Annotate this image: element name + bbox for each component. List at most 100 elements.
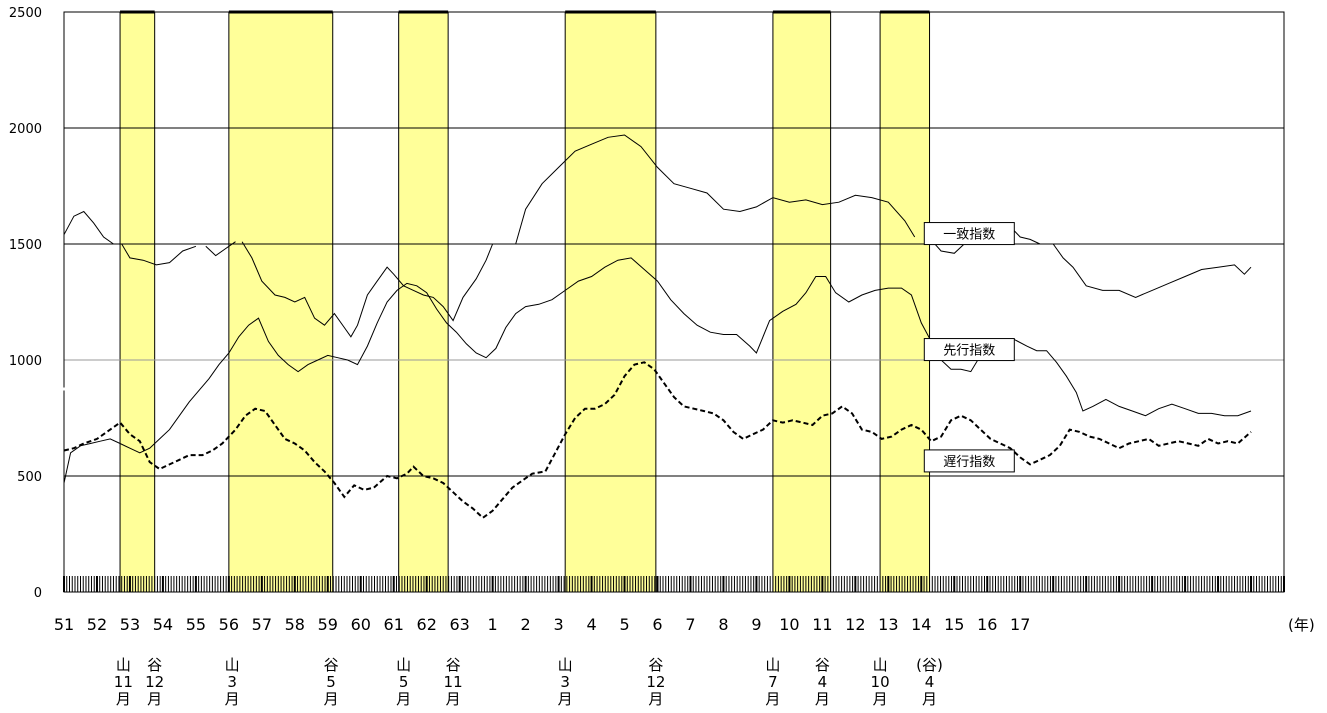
month-ticks [63,576,1285,592]
x-tick-label: 2 [521,615,531,634]
shaded-period-1 [228,11,334,593]
x-tick-label: 61 [384,615,404,634]
y-tick-label: 1500 [9,238,42,253]
y-tick-label: 2500 [9,6,42,21]
period-label-text: 7 [768,673,778,691]
x-tick-label: 56 [219,615,239,634]
shaded-period-3 [564,11,657,593]
series-label-text: 遅行指数 [943,455,995,470]
period-label-text: 12 [145,673,164,691]
x-tick-label: 8 [718,615,728,634]
period-label-text: 月 [324,690,339,708]
shaded-period-0 [119,11,156,593]
x-tick-label: 6 [652,615,662,634]
y-tick-label: 0 [34,586,42,601]
period-label-text: 11 [444,673,463,691]
series-line-0-5 [932,241,965,254]
x-axis-unit: (年) [1288,616,1315,634]
y-tick-label: 1000 [9,354,42,369]
series-lines [63,134,1252,520]
x-tick-label: 12 [845,615,865,634]
series-line-0-1 [121,243,197,266]
x-tick-label: 57 [252,615,272,634]
period-label-text: 山 [765,656,780,674]
period-label-text: 月 [815,690,830,708]
period-label-text: 月 [147,690,162,708]
series-line-0-0 [63,210,114,245]
series-label-0: 一致指数 [923,222,1015,246]
shaded-period-2 [398,11,449,593]
period-label-text: 谷 [324,656,339,674]
series-label-box [923,338,1015,362]
period-label-6: 山3月 [558,656,573,708]
shaded-periods [119,10,931,593]
series-label-1: 先行指数 [923,338,1015,362]
x-tick-label: 17 [1010,615,1030,634]
period-label-text: 月 [558,690,573,708]
shaded-period-4 [772,11,832,593]
x-tick-label: 15 [944,615,964,634]
period-label-text: 5 [399,673,409,691]
y-axis-ticks: 0 500 1000 1500 2000 2500 [9,6,42,601]
series-line-0-2 [205,241,236,257]
period-label-text: 山 [225,656,240,674]
x-axis-ticks: 51 52 53 54 55 56 57 58 59 60 61 62 63 1 2 3 4 5 6 7 8 9 10 11 1… [54,615,1031,634]
series-line-0-3 [241,241,494,338]
period-label-text: 10 [871,673,890,691]
x-tick-label: 63 [449,615,469,634]
series-label-2: 遅行指数 [923,449,1015,473]
x-tick-label: 7 [685,615,695,634]
period-label-2: 山3月 [225,656,240,708]
period-label-text: 月 [922,690,937,708]
x-tick-label: 5 [619,615,629,634]
period-label-11: (谷)4月 [916,656,943,708]
period-label-text: 月 [116,690,131,708]
period-label-text: 山 [558,656,573,674]
period-label-text: 月 [446,690,461,708]
period-label-text: 谷 [147,656,162,674]
series-label-box [923,449,1015,473]
series-line-1-0 [63,257,1252,484]
x-tick-label: 14 [911,615,931,634]
period-label-text: (谷) [916,656,943,674]
period-label-text: 4 [925,673,935,691]
period-label-text: 月 [765,690,780,708]
series-label-text: 先行指数 [943,344,995,359]
series-line-0-4 [515,134,916,245]
period-label-4: 山5月 [396,656,411,708]
y-tick-label: 2000 [9,122,42,137]
series-label-text: 一致指数 [943,228,995,243]
period-label-text: 5 [326,673,336,691]
x-tick-label: 55 [186,615,206,634]
period-label-text: 谷 [446,656,461,674]
x-tick-label: 16 [977,615,997,634]
x-tick-label: 54 [153,615,173,634]
period-label-text: 谷 [648,656,663,674]
period-labels: 山11月谷12月山3月谷5月山5月谷11月山3月谷12月山7月谷4月山10月(谷… [114,656,943,708]
x-tick-label: 60 [351,615,371,634]
period-label-text: 山 [873,656,888,674]
period-label-text: 3 [227,673,237,691]
period-label-text: 12 [646,673,665,691]
period-label-text: 月 [648,690,663,708]
x-tick-label: 4 [586,615,596,634]
x-tick-label: 51 [54,615,74,634]
period-label-9: 谷4月 [815,656,830,708]
period-label-text: 谷 [815,656,830,674]
shaded-period-5 [879,11,931,593]
period-label-text: 4 [818,673,828,691]
period-label-text: 山 [116,656,131,674]
x-tick-label: 13 [878,615,898,634]
period-label-8: 山7月 [765,656,780,708]
x-tick-label: 58 [285,615,305,634]
gridlines [0,11,1285,593]
x-tick-label: 53 [120,615,140,634]
series-line-0-7 [1052,243,1252,298]
x-tick-label: 11 [812,615,832,634]
